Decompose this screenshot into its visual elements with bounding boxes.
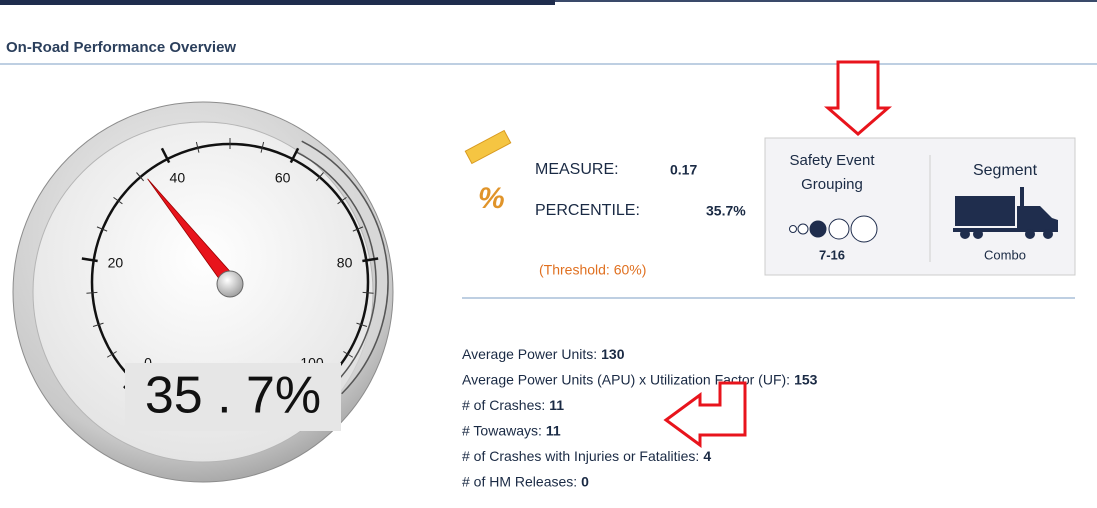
- major-tick: [362, 257, 379, 263]
- stat-label: Average Power Units (APU) x Utilization …: [462, 371, 790, 387]
- minor-tick: [86, 291, 98, 294]
- stat-value: 4: [703, 448, 711, 464]
- threshold: (Threshold: 60%): [539, 262, 646, 278]
- stat: # of Crashes with Injuries or Fatalities…: [462, 448, 711, 464]
- stat-label: Average Power Units:: [462, 346, 597, 362]
- segment-value: Combo: [984, 247, 1026, 262]
- truck-icon: [953, 187, 1058, 239]
- stat-label: # of HM Releases:: [462, 473, 577, 489]
- icons: %: [464, 129, 512, 215]
- top-bar: [0, 0, 555, 5]
- minor-tick: [96, 226, 108, 232]
- tick-label: 40: [170, 169, 186, 185]
- section-title: On-Road Performance Overview: [6, 39, 236, 56]
- minor-tick: [106, 351, 117, 358]
- minor-tick: [113, 196, 123, 205]
- percent-icon: %: [478, 182, 505, 215]
- grouping-value: 7-16: [819, 247, 845, 262]
- tick-label: 0: [144, 355, 152, 371]
- minor-tick: [337, 196, 347, 205]
- stat: # of Crashes: 11: [462, 397, 564, 413]
- measure-label: MEASURE:: [535, 161, 619, 178]
- tick-label: 80: [337, 255, 353, 271]
- segment-title: Segment: [973, 162, 1038, 179]
- minor-tick: [136, 172, 145, 182]
- minor-tick: [315, 172, 324, 182]
- readout-box: [125, 363, 341, 431]
- tick-label: 20: [108, 255, 124, 271]
- stat-label: # of Crashes:: [462, 397, 545, 413]
- annotation-arrow: [663, 60, 893, 448]
- stat-value: 11: [546, 422, 561, 438]
- minor-tick: [343, 351, 354, 358]
- major-tick: [160, 147, 171, 164]
- stat-value: 0: [581, 473, 589, 489]
- stat: Average Power Units: 130: [462, 346, 625, 362]
- grouping-circles: [789, 215, 878, 243]
- minor-tick: [195, 141, 200, 153]
- readout: 35 . 7%: [145, 367, 321, 425]
- stat-value: 11: [549, 397, 564, 413]
- ruler-icon: [464, 129, 512, 165]
- measure-value: 0.17: [670, 162, 697, 178]
- stat: # of HM Releases: 0: [462, 473, 589, 489]
- stat-label: # Towaways:: [462, 422, 542, 438]
- minor-tick: [352, 226, 364, 232]
- major-tick: [289, 147, 300, 164]
- stat-value: 130: [601, 346, 625, 362]
- minor-tick: [260, 141, 265, 153]
- tick-label: 60: [275, 169, 291, 185]
- grouping-title: Safety Event: [789, 152, 875, 169]
- stat: Average Power Units (APU) x Utilization …: [462, 371, 818, 387]
- stat-label: # of Crashes with Injuries or Fatalities…: [462, 448, 699, 464]
- stat: # Towaways: 11: [462, 422, 561, 438]
- minor-tick: [362, 291, 374, 294]
- major-tick: [81, 257, 98, 263]
- top-bar: [555, 0, 1097, 2]
- minor-tick: [356, 322, 368, 327]
- percentile-label: PERCENTILE:: [535, 202, 640, 219]
- grouping-title: Grouping: [801, 176, 863, 193]
- needle-hub: [216, 270, 244, 298]
- threshold-band: [296, 142, 387, 394]
- minor-tick: [92, 322, 104, 327]
- stat-value: 153: [794, 371, 818, 387]
- percentile-value: 35.7%: [706, 203, 746, 219]
